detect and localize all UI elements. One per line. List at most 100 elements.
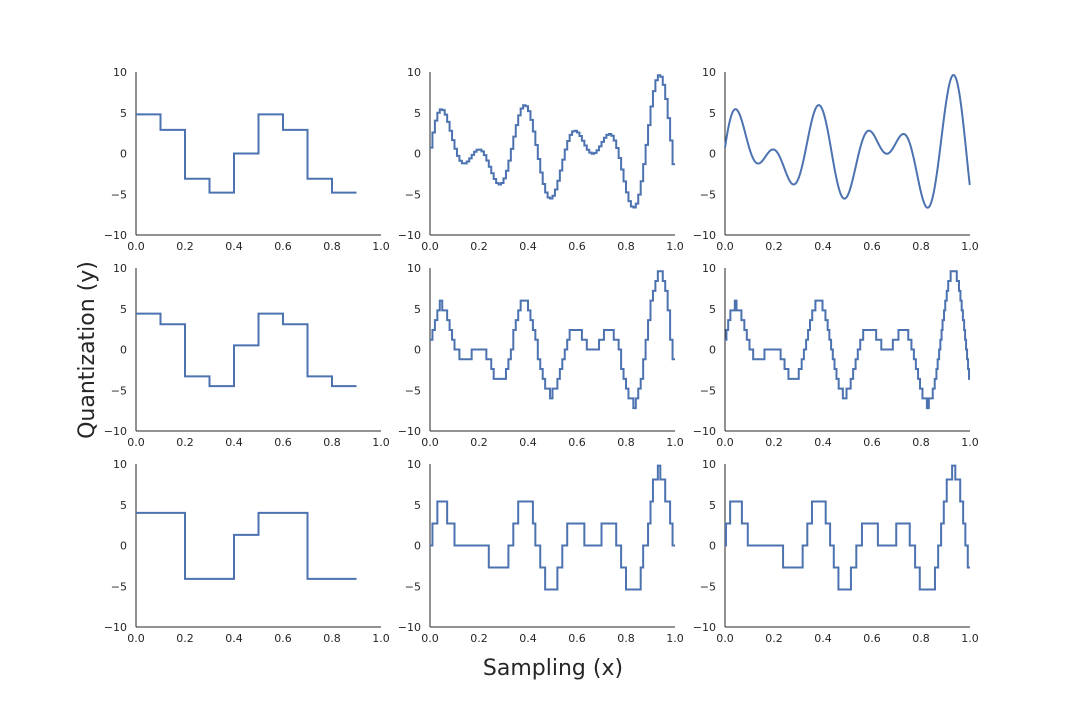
x-tick-label: 1.0 <box>372 240 390 253</box>
x-tick-label: 0.2 <box>765 436 783 449</box>
y-tick-label: 10 <box>113 262 127 275</box>
y-tick-label: 10 <box>113 66 127 79</box>
x-tick-label: 0.2 <box>176 240 194 253</box>
x-tick-label: 0.0 <box>421 632 439 645</box>
y-axis-title: Quantization (y) <box>75 261 100 439</box>
y-tick-label: 5 <box>709 499 716 512</box>
signal-series-line <box>724 464 970 591</box>
x-tick-label: 1.0 <box>961 240 979 253</box>
x-tick-label: 0.6 <box>274 240 292 253</box>
y-tick-label: 10 <box>702 66 716 79</box>
y-tick-label: −10 <box>398 425 421 438</box>
x-tick-label: 1.0 <box>666 240 684 253</box>
x-tick-label: 0.0 <box>421 436 439 449</box>
x-tick-label: 0.2 <box>765 632 783 645</box>
x-tick-label: 0.8 <box>617 240 635 253</box>
subplot-2-1: 0.0 0.2 0.4 0.6 0.8 1.0 10 5 0 −5 −10 <box>398 458 684 645</box>
y-tick-label: −5 <box>111 580 127 593</box>
signal-series-line <box>724 74 971 209</box>
y-tick-label: −5 <box>700 384 716 397</box>
y-tick-label: 5 <box>709 303 716 316</box>
x-tick-label: 0.0 <box>716 632 734 645</box>
y-tick-label: −5 <box>111 188 127 201</box>
y-tick-label: 10 <box>702 458 716 471</box>
x-tick-label: 0.6 <box>274 632 292 645</box>
y-tick-label: 0 <box>414 344 421 357</box>
y-tick-label: 5 <box>414 499 421 512</box>
x-tick-label: 0.4 <box>225 632 243 645</box>
y-tick-label: −10 <box>104 621 127 634</box>
x-tick-label: 0.6 <box>863 240 881 253</box>
y-tick-label: 0 <box>414 148 421 161</box>
y-tick-label: 5 <box>120 107 127 120</box>
x-tick-label: 0.4 <box>519 436 537 449</box>
y-tick-label: 5 <box>120 303 127 316</box>
y-tick-label: 5 <box>414 303 421 316</box>
y-tick-label: −10 <box>104 229 127 242</box>
y-tick-label: 10 <box>407 458 421 471</box>
y-tick-label: −5 <box>405 580 421 593</box>
x-tick-label: 0.0 <box>421 240 439 253</box>
y-tick-label: −10 <box>104 425 127 438</box>
x-tick-label: 0.0 <box>127 632 145 645</box>
x-tick-label: 0.8 <box>912 240 930 253</box>
x-tick-label: 0.0 <box>716 436 734 449</box>
y-tick-label: 10 <box>407 262 421 275</box>
x-tick-label: 0.2 <box>765 240 783 253</box>
x-tick-label: 0.8 <box>912 632 930 645</box>
y-tick-label: −10 <box>693 425 716 438</box>
y-tick-label: 5 <box>414 107 421 120</box>
x-tick-label: 0.8 <box>323 436 341 449</box>
y-tick-label: 0 <box>120 344 127 357</box>
x-tick-label: 0.4 <box>814 632 832 645</box>
y-tick-label: 0 <box>709 344 716 357</box>
signal-series-line <box>136 113 357 194</box>
x-tick-label: 0.0 <box>716 240 734 253</box>
x-tick-label: 0.4 <box>519 632 537 645</box>
y-tick-label: −5 <box>111 384 127 397</box>
x-tick-label: 0.4 <box>225 240 243 253</box>
x-tick-label: 0.6 <box>863 632 881 645</box>
y-tick-label: −5 <box>700 188 716 201</box>
signal-series-line <box>136 511 357 580</box>
signal-series-line <box>136 312 357 388</box>
y-tick-label: 5 <box>709 107 716 120</box>
x-tick-label: 0.4 <box>519 240 537 253</box>
y-tick-label: 10 <box>407 66 421 79</box>
x-tick-label: 0.0 <box>127 436 145 449</box>
x-tick-label: 0.2 <box>470 240 488 253</box>
x-tick-label: 1.0 <box>372 632 390 645</box>
signal-series-line <box>725 270 971 410</box>
y-tick-label: −5 <box>405 384 421 397</box>
y-tick-label: −10 <box>693 229 716 242</box>
y-tick-label: −10 <box>693 621 716 634</box>
subplot-2-2: 0.0 0.2 0.4 0.6 0.8 1.0 10 5 0 −5 −10 <box>693 458 979 645</box>
x-tick-label: 0.6 <box>568 436 586 449</box>
x-tick-label: 0.2 <box>470 436 488 449</box>
subplot-1-1: 0.0 0.2 0.4 0.6 0.8 1.0 10 5 0 −5 −10 <box>398 262 684 449</box>
x-tick-label: 0.8 <box>617 436 635 449</box>
subplot-0-2: 0.0 0.2 0.4 0.6 0.8 1.0 10 5 0 −5 −10 <box>693 66 979 253</box>
x-tick-label: 0.4 <box>814 436 832 449</box>
x-tick-label: 0.4 <box>225 436 243 449</box>
x-tick-label: 0.8 <box>323 632 341 645</box>
x-tick-label: 0.2 <box>470 632 488 645</box>
x-tick-label: 1.0 <box>372 436 390 449</box>
x-tick-label: 0.6 <box>863 436 881 449</box>
signal-series-line <box>430 270 675 410</box>
y-tick-label: 10 <box>113 458 127 471</box>
x-tick-label: 0.0 <box>127 240 145 253</box>
x-tick-label: 0.8 <box>912 436 930 449</box>
subplot-0-0: 0.0 0.2 0.4 0.6 0.8 1.0 10 5 0 −5 −10 <box>104 66 390 253</box>
x-tick-label: 0.6 <box>568 240 586 253</box>
x-tick-label: 0.8 <box>323 240 341 253</box>
y-tick-label: 0 <box>120 148 127 161</box>
y-tick-label: 0 <box>709 148 716 161</box>
x-tick-label: 0.2 <box>176 632 194 645</box>
x-tick-label: 0.8 <box>617 632 635 645</box>
y-tick-label: −5 <box>405 188 421 201</box>
x-tick-label: 0.6 <box>568 632 586 645</box>
x-axis-title: Sampling (x) <box>483 656 623 681</box>
